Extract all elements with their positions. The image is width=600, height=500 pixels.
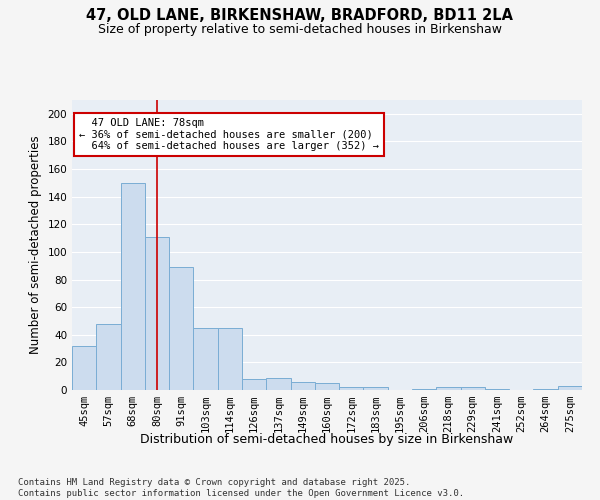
Bar <box>485 388 509 390</box>
Bar <box>558 386 582 390</box>
Bar <box>339 387 364 390</box>
Bar <box>218 328 242 390</box>
Text: Distribution of semi-detached houses by size in Birkenshaw: Distribution of semi-detached houses by … <box>140 432 514 446</box>
Text: Contains HM Land Registry data © Crown copyright and database right 2025.
Contai: Contains HM Land Registry data © Crown c… <box>18 478 464 498</box>
Bar <box>96 324 121 390</box>
Bar <box>121 183 145 390</box>
Y-axis label: Number of semi-detached properties: Number of semi-detached properties <box>29 136 42 354</box>
Bar <box>461 387 485 390</box>
Bar <box>72 346 96 390</box>
Bar <box>193 328 218 390</box>
Bar <box>169 267 193 390</box>
Text: Size of property relative to semi-detached houses in Birkenshaw: Size of property relative to semi-detach… <box>98 22 502 36</box>
Bar <box>533 388 558 390</box>
Text: 47, OLD LANE, BIRKENSHAW, BRADFORD, BD11 2LA: 47, OLD LANE, BIRKENSHAW, BRADFORD, BD11… <box>86 8 514 22</box>
Bar <box>145 236 169 390</box>
Bar <box>242 379 266 390</box>
Bar <box>364 387 388 390</box>
Bar <box>290 382 315 390</box>
Bar <box>436 387 461 390</box>
Bar <box>266 378 290 390</box>
Bar <box>315 383 339 390</box>
Bar <box>412 388 436 390</box>
Text: 47 OLD LANE: 78sqm
← 36% of semi-detached houses are smaller (200)
  64% of semi: 47 OLD LANE: 78sqm ← 36% of semi-detache… <box>79 118 379 151</box>
